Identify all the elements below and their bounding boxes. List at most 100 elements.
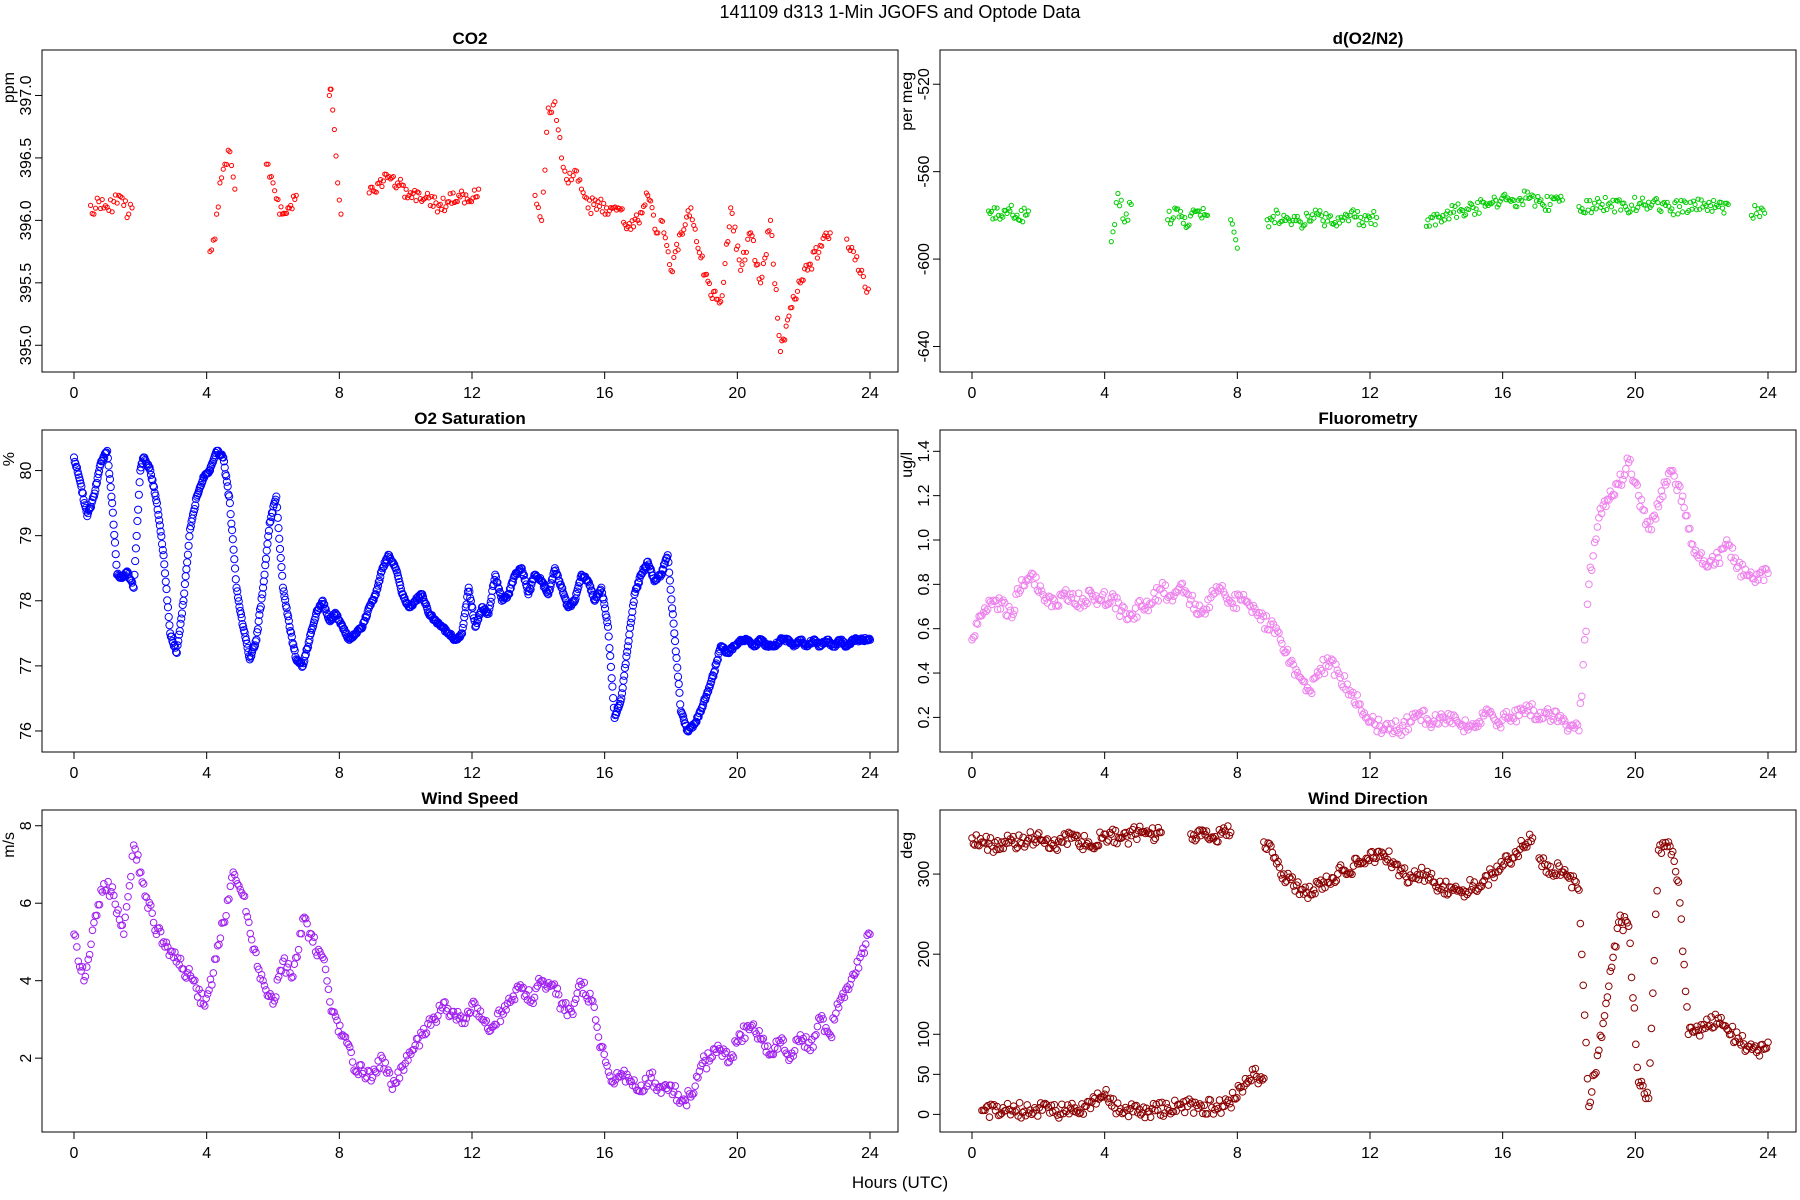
data-point [405,1048,414,1056]
data-point [1670,472,1678,480]
data-point [1332,660,1340,669]
data-point [1609,953,1617,962]
data-point [1340,672,1349,680]
data-point [1639,1081,1647,1090]
data-point [209,247,215,253]
data-point [241,635,251,645]
data-point [294,945,303,954]
data-point [819,243,825,249]
data-point [1407,873,1416,882]
data-point [474,194,480,200]
data-point [159,551,168,560]
data-point [225,895,233,903]
data-point [580,189,586,196]
data-point [696,250,703,256]
data-point [982,832,991,841]
data-point [996,1110,1004,1119]
data-point [191,494,201,504]
data-point [262,546,271,555]
data-point [71,459,80,468]
x-tick-label: 20 [728,765,746,782]
data-point [731,1037,739,1045]
data-point [460,191,466,198]
data-point [1064,828,1073,837]
data-point [986,834,995,842]
data-point [249,642,258,651]
data-point [1477,719,1485,728]
data-point [1576,919,1585,928]
x-tick-label: 24 [861,765,879,782]
data-point [1715,559,1724,568]
data-point [272,503,282,512]
data-point [782,1049,790,1058]
data-point [1215,1096,1224,1104]
data-point [1339,217,1346,223]
data-point [1622,916,1630,925]
data-point [395,1074,404,1082]
data-point [466,1008,475,1017]
data-point [176,954,185,963]
data-point [854,964,863,972]
data-point [397,176,404,182]
data-point [162,584,171,594]
data-point [530,993,539,1002]
data-point [1231,590,1239,599]
data-point [1014,212,1020,218]
data-point [1060,589,1069,598]
data-point [694,1073,702,1082]
data-point [617,689,627,698]
data-point [385,1068,394,1077]
data-point [1630,1004,1639,1012]
data-point [819,1015,827,1023]
data-point [74,957,83,966]
data-point [689,720,698,729]
data-point [557,134,563,141]
data-point [1124,840,1133,848]
data-point [85,950,94,959]
data-point [665,576,674,585]
data-point [1585,1102,1593,1111]
data-point [469,611,478,620]
data-point [457,629,466,638]
data-point [337,620,347,629]
data-point [1366,214,1373,221]
data-point [684,214,690,220]
data-point [287,632,296,641]
data-point [598,1043,607,1051]
data-point [1585,580,1593,589]
data-point [716,300,722,306]
data-point [92,478,101,488]
data-point [1395,871,1403,880]
data-point [648,198,654,204]
data-point [222,477,232,486]
data-point [1427,869,1436,878]
data-point [562,600,571,609]
data-point [1725,201,1731,208]
data-point [1113,594,1121,602]
data-point [233,879,242,888]
data-point [722,1047,731,1056]
data-point [1195,1100,1204,1108]
data-point [1336,220,1343,226]
data-point [591,1016,600,1024]
data-point [664,558,673,567]
x-tick-label: 20 [728,1145,746,1162]
data-point [310,933,319,942]
data-point [618,683,627,693]
data-point [1618,207,1624,213]
data-point [280,954,289,962]
data-point [1632,479,1640,487]
y-tick-label: 0.6 [916,617,933,639]
data-point [1505,858,1514,867]
data-point [972,831,981,839]
data-point [632,216,638,222]
data-point [1597,509,1606,518]
data-point [574,582,583,591]
data-point [639,210,645,216]
x-tick-label: 8 [335,765,344,782]
data-point [772,281,778,287]
data-point [1023,836,1032,845]
data-point [995,594,1003,602]
data-point [205,466,214,475]
data-point [535,974,543,983]
